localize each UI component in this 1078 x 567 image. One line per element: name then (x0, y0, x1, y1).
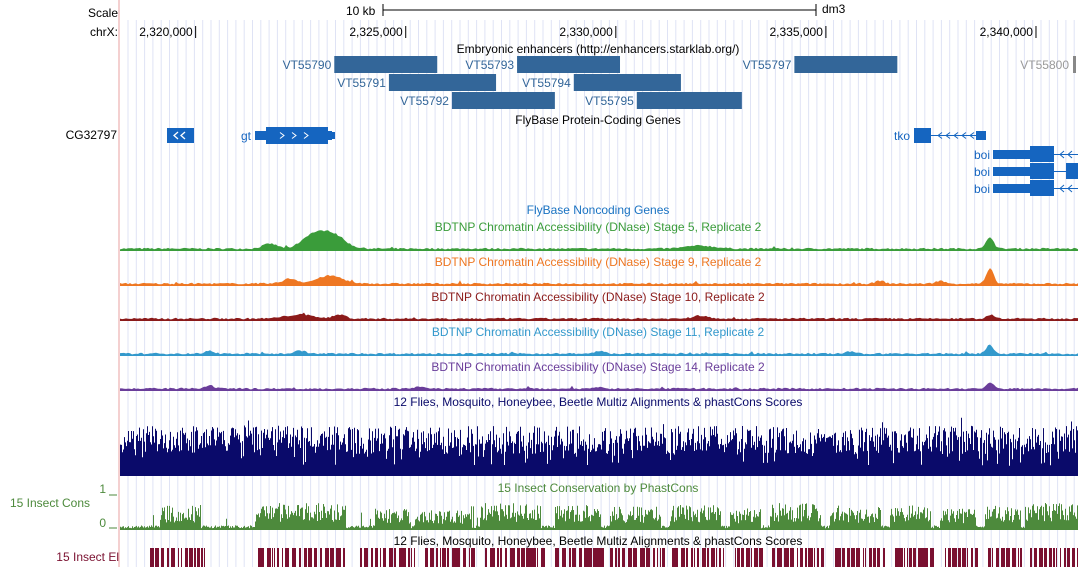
insect-cons-axis-max: 1 (99, 482, 106, 496)
enhancer-VT55795[interactable]: VT55795 (585, 92, 742, 109)
enhancer-label[interactable]: VT55791 (337, 76, 386, 90)
track-title-dnase: BDTNP Chromatin Accessibility (DNase) St… (431, 290, 765, 304)
gene-boi[interactable]: boi (974, 180, 1078, 196)
enhancer-label[interactable]: VT55800 (1020, 58, 1069, 72)
enhancer-VT55790[interactable]: VT55790 (283, 56, 438, 73)
gene-label-boi[interactable]: boi (974, 165, 990, 179)
gene-label-tko[interactable]: tko (894, 129, 910, 143)
track-multiz[interactable]: 12 Flies, Mosquito, Honeybee, Beetle Mul… (120, 395, 1078, 476)
position-label: 2,330,000 (559, 25, 613, 39)
scale-bar-label: 10 kb (346, 4, 376, 18)
insect-el-blocks (150, 548, 1078, 567)
insect-cons-axis-min: 0 (99, 516, 106, 530)
dnase-wiggle (120, 382, 1078, 390)
gene-boi[interactable]: boi (974, 163, 1078, 179)
track-title-dnase: BDTNP Chromatin Accessibility (DNase) St… (431, 360, 765, 374)
dnase-wiggle (120, 344, 1078, 355)
offscreen-gene-arrow[interactable] (167, 128, 194, 143)
gene-tko[interactable]: tko (894, 128, 986, 143)
enhancer-label[interactable]: VT55793 (465, 58, 514, 72)
track-title-dnase: BDTNP Chromatin Accessibility (DNase) St… (435, 220, 762, 234)
position-label: 2,335,000 (770, 25, 824, 39)
track-dnase-3[interactable]: BDTNP Chromatin Accessibility (DNase) St… (120, 290, 1078, 321)
track-title-coding-genes: FlyBase Protein-Coding Genes (515, 113, 680, 127)
chrom-label: chrX: (90, 25, 118, 39)
enhancer-label[interactable]: VT55795 (585, 94, 634, 108)
gene-boi[interactable]: boi (974, 146, 1078, 162)
enhancer-VT55794[interactable]: VT55794 (522, 74, 681, 91)
track-dnase-4[interactable]: BDTNP Chromatin Accessibility (DNase) St… (120, 325, 1078, 356)
track-title-multiz: 12 Flies, Mosquito, Honeybee, Beetle Mul… (394, 395, 803, 409)
track-insect-cons[interactable]: 15 Insect Conservation by PhastCons 15 I… (10, 481, 1078, 530)
track-title-dnase: BDTNP Chromatin Accessibility (DNase) St… (435, 255, 762, 269)
enhancer-VT55800[interactable]: VT55800 (1020, 56, 1076, 73)
gene-gt[interactable]: gt (241, 127, 335, 144)
gene-label-boi[interactable]: boi (974, 182, 990, 196)
track-title-dnase: BDTNP Chromatin Accessibility (DNase) St… (432, 325, 765, 339)
enhancer-label[interactable]: VT55794 (522, 76, 571, 90)
position-labels: 2,320,000 2,325,000 2,330,000 2,335,000 2,34… (139, 25, 1037, 39)
track-insect-el[interactable]: 12 Flies, Mosquito, Honeybee, Beetle Mul… (56, 534, 1078, 567)
assembly-label: dm3 (822, 2, 846, 16)
enhancer-VT55791[interactable]: VT55791 (337, 74, 497, 91)
position-label: 2,320,000 (139, 25, 193, 39)
enhancer-label[interactable]: VT55797 (743, 58, 792, 72)
enhancer-label[interactable]: VT55790 (283, 58, 332, 72)
scale-label: Scale (88, 6, 118, 20)
enhancer-items[interactable]: VT55790 VT55791 VT55792 VT55793 VT55794 VT557… (283, 56, 1076, 109)
multiz-wiggle (120, 417, 1078, 476)
dnase-wiggle (120, 312, 1078, 320)
position-label: 2,340,000 (980, 25, 1034, 39)
enhancer-label[interactable]: VT55792 (400, 94, 449, 108)
enhancer-VT55792[interactable]: VT55792 (400, 92, 555, 109)
track-dnase-2[interactable]: BDTNP Chromatin Accessibility (DNase) St… (120, 255, 1078, 286)
track-title-insect-el: 12 Flies, Mosquito, Honeybee, Beetle Mul… (394, 534, 803, 548)
ruler-header[interactable]: Scale chrX: 10 kb dm3 2,320,000 2,325,000… (88, 2, 1037, 39)
gene-label-gt[interactable]: gt (241, 129, 252, 143)
insect-cons-wiggle (120, 503, 1078, 530)
track-enhancers[interactable]: Embryonic enhancers (http://enhancers.st… (283, 42, 1076, 109)
track-dnase-1[interactable]: BDTNP Chromatin Accessibility (DNase) St… (120, 220, 1078, 251)
position-label: 2,325,000 (349, 25, 403, 39)
track-title-enhancers: Embryonic enhancers (http://enhancers.st… (457, 42, 740, 56)
dnase-wiggle (120, 230, 1078, 250)
insect-cons-side-label[interactable]: 15 Insect Cons (10, 496, 90, 510)
track-coding-genes[interactable]: FlyBase Protein-Coding Genes CG32797 gt … (66, 113, 1078, 196)
enhancer-VT55797[interactable]: VT55797 (743, 56, 898, 73)
track-title-noncoding-genes: FlyBase Noncoding Genes (527, 203, 670, 217)
offscreen-gene-label[interactable]: CG32797 (66, 128, 118, 142)
track-dnase-5[interactable]: BDTNP Chromatin Accessibility (DNase) St… (120, 360, 1078, 391)
dnase-wiggle (120, 268, 1078, 285)
gene-boi-group[interactable]: boi boi boi (974, 146, 1078, 196)
insect-el-side-label[interactable]: 15 Insect El (56, 550, 119, 564)
enhancer-VT55793[interactable]: VT55793 (465, 56, 621, 73)
track-title-insect-cons: 15 Insect Conservation by PhastCons (498, 481, 699, 495)
dnase-tracks[interactable]: BDTNP Chromatin Accessibility (DNase) St… (120, 220, 1078, 391)
gene-label-boi[interactable]: boi (974, 148, 990, 162)
